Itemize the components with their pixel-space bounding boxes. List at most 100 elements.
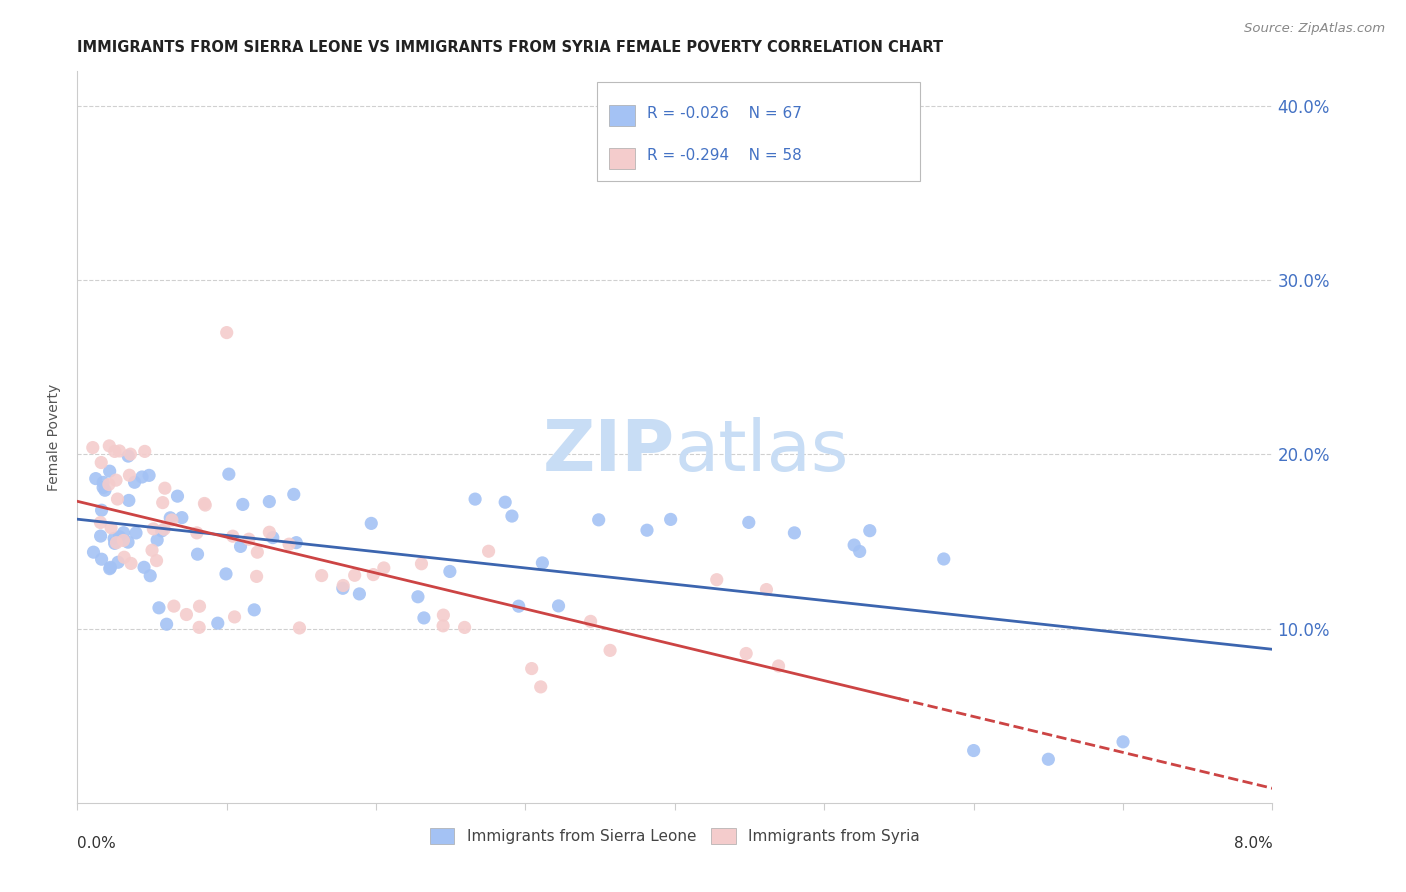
Point [84,472,107,486]
Point [107,555,129,569]
Point [464,492,486,507]
Point [98,562,121,576]
Point [229,540,252,554]
Point [89,516,111,530]
Point [153,481,176,495]
Point [138,468,160,483]
Text: R = -0.026    N = 67: R = -0.026 N = 67 [647,105,803,120]
Point [186,547,208,561]
Point [193,496,215,510]
Point [259,525,281,540]
Point [599,643,621,657]
Point [413,611,436,625]
Point [90,456,112,470]
Point [360,516,382,531]
Point [188,599,211,614]
Point [94,483,117,498]
Point [82,545,104,559]
Point [118,493,141,508]
Point [118,468,141,483]
Point [176,607,198,622]
Point [166,489,188,503]
Point [105,473,128,487]
Point [844,538,866,552]
Point [120,557,142,571]
Point [153,522,176,536]
Point [82,441,104,455]
Point [91,481,114,495]
Point [186,525,208,540]
Point [222,529,245,543]
Point [659,512,682,526]
Point [373,561,395,575]
Point [453,620,475,634]
Point [1038,752,1060,766]
Point [547,599,569,613]
Point [108,444,131,458]
Point [104,536,127,550]
Point [112,550,135,565]
Point [508,599,530,614]
Point [246,569,269,583]
Point [278,537,301,551]
Point [188,620,211,634]
Point [285,535,308,549]
Point [100,560,122,574]
Point [139,568,162,582]
FancyBboxPatch shape [609,148,636,169]
Point [97,477,120,491]
Point [207,616,229,631]
Point [156,617,179,632]
Point [215,566,238,581]
Point [262,531,284,545]
Point [361,567,384,582]
Point [134,444,156,458]
Point [531,556,554,570]
Point [215,326,238,340]
Point [478,544,501,558]
Point [735,647,758,661]
Point [932,552,955,566]
Point [90,552,112,566]
Point [145,553,167,567]
Point [494,495,516,509]
Point [98,464,121,478]
Point [349,587,371,601]
Point [163,599,186,614]
Point [98,439,121,453]
Point [125,525,148,540]
Text: atlas: atlas [675,417,849,486]
FancyBboxPatch shape [609,105,636,126]
Point [859,524,882,538]
Point [170,510,193,524]
Point [131,470,153,484]
Point [117,449,139,463]
Point [112,533,135,548]
Point [141,543,163,558]
Point [90,503,112,517]
Point [160,513,183,527]
Point [283,487,305,501]
Point [91,475,114,490]
Point [112,525,135,540]
Text: R = -0.294    N = 58: R = -0.294 N = 58 [647,148,803,163]
Point [332,578,354,592]
Point [194,498,217,512]
Y-axis label: Female Poverty: Female Poverty [48,384,62,491]
Point [1112,735,1135,749]
Point [588,513,610,527]
Text: IMMIGRANTS FROM SIERRA LEONE VS IMMIGRANTS FROM SYRIA FEMALE POVERTY CORRELATION: IMMIGRANTS FROM SIERRA LEONE VS IMMIGRAN… [77,40,943,55]
Point [104,444,127,458]
Point [848,544,870,558]
Point [100,521,122,535]
Point [150,524,173,538]
Point [238,532,260,546]
Text: 0.0%: 0.0% [77,836,117,851]
Point [311,568,333,582]
Text: ZIP: ZIP [543,417,675,486]
Point [146,533,169,547]
Point [432,608,454,623]
Point [120,447,142,461]
Point [159,511,181,525]
Point [520,662,543,676]
